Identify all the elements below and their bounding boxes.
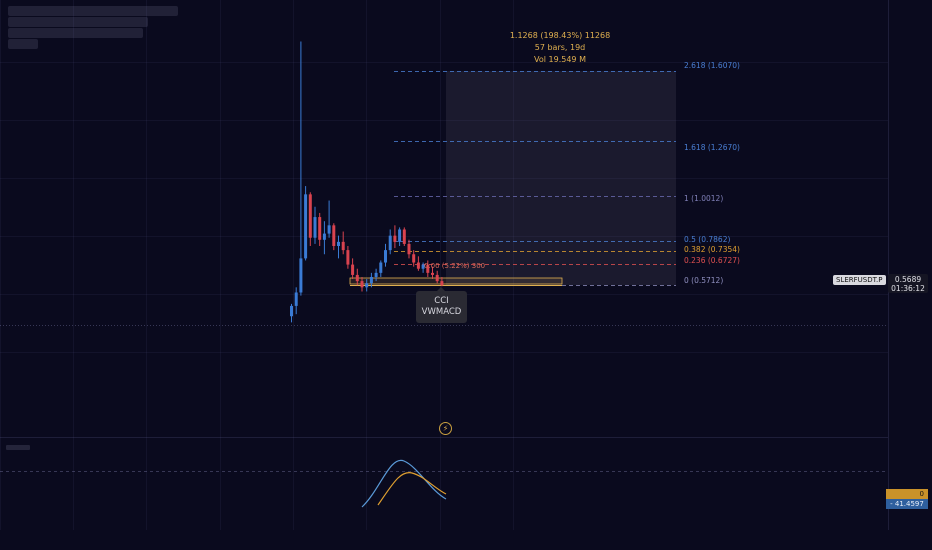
fib-label: 1.618 (1.2670) (684, 143, 740, 152)
candle-body (355, 274, 359, 282)
fib-label: 0 (0.5712) (684, 276, 724, 285)
measure-change-label: 1.1268 (198.43%) 11268 (509, 31, 611, 40)
countdown: 01:36:12 (891, 284, 925, 293)
lightning-icon[interactable]: ⚡ (439, 422, 452, 435)
candle-body (388, 235, 392, 251)
candle-body (360, 281, 364, 288)
symbol-tag: SLERFUSDT.P (833, 275, 886, 285)
candle-body (318, 217, 322, 240)
candle-body (322, 233, 326, 240)
candles (290, 41, 444, 323)
candle-body (421, 264, 425, 269)
candle-body (416, 262, 420, 269)
candle-body (379, 262, 383, 273)
indicator-line-slow (377, 472, 447, 506)
projection-rect (446, 71, 676, 285)
measure-bars-label: 57 bars, 19d (534, 43, 586, 52)
fib-levels (349, 71, 676, 286)
short-measure-label: 0.00 (5.22%) 300 (424, 262, 486, 270)
candle-body (435, 274, 439, 282)
measure-volume-label: Vol 19.549 M (534, 55, 586, 64)
indicator-pane-label (6, 445, 30, 450)
candle-body (398, 229, 402, 242)
candle-body (426, 264, 430, 273)
indicator-value-secondary: - 41.4597 (886, 499, 928, 509)
legend-line (8, 17, 148, 27)
candle-body (374, 272, 378, 277)
fib-label: 1 (1.0012) (684, 194, 724, 203)
legend-line (8, 39, 38, 49)
indicator-value-primary: 0 (886, 489, 928, 499)
candle-body (440, 281, 444, 286)
last-price-box: 0.5689 01:36:12 (888, 274, 928, 293)
candle-body (393, 235, 397, 242)
candle-body (290, 305, 293, 317)
candle-body (351, 264, 355, 275)
candle-body (313, 217, 317, 238)
indicator-line-fast (361, 459, 447, 508)
fib-label: 2.618 (1.6070) (684, 61, 740, 70)
candle-body (294, 292, 298, 306)
fib-label: 0.236 (0.6727) (684, 256, 740, 265)
candle-body (402, 229, 406, 244)
indicator-tooltip: CCI VWMACD (416, 287, 467, 323)
projection-zone (446, 71, 676, 285)
candle-body (341, 241, 345, 251)
legend-line (8, 28, 143, 38)
last-price: 0.5689 (894, 275, 922, 284)
legend-line (8, 6, 178, 16)
fib-label: 0.5 (0.7862) (684, 235, 731, 244)
candle-body (369, 276, 373, 284)
candle-body (365, 283, 369, 288)
candle-body (412, 254, 416, 263)
candle-body (346, 250, 350, 265)
candle-body (337, 241, 340, 246)
fib-label: 0.382 (0.7354) (684, 245, 740, 254)
range-box (349, 277, 563, 285)
indicator-pane (0, 459, 888, 508)
candle-body (308, 194, 312, 238)
candle-body (384, 250, 387, 263)
candle-body (327, 225, 331, 234)
candle-body (431, 272, 434, 275)
tooltip-vwmacd: VWMACD (421, 307, 462, 317)
candle-body (407, 243, 411, 255)
candle-body (299, 258, 303, 293)
tooltip-cci: CCI (434, 296, 449, 306)
candle-body (304, 194, 308, 259)
candle-body (332, 225, 336, 246)
